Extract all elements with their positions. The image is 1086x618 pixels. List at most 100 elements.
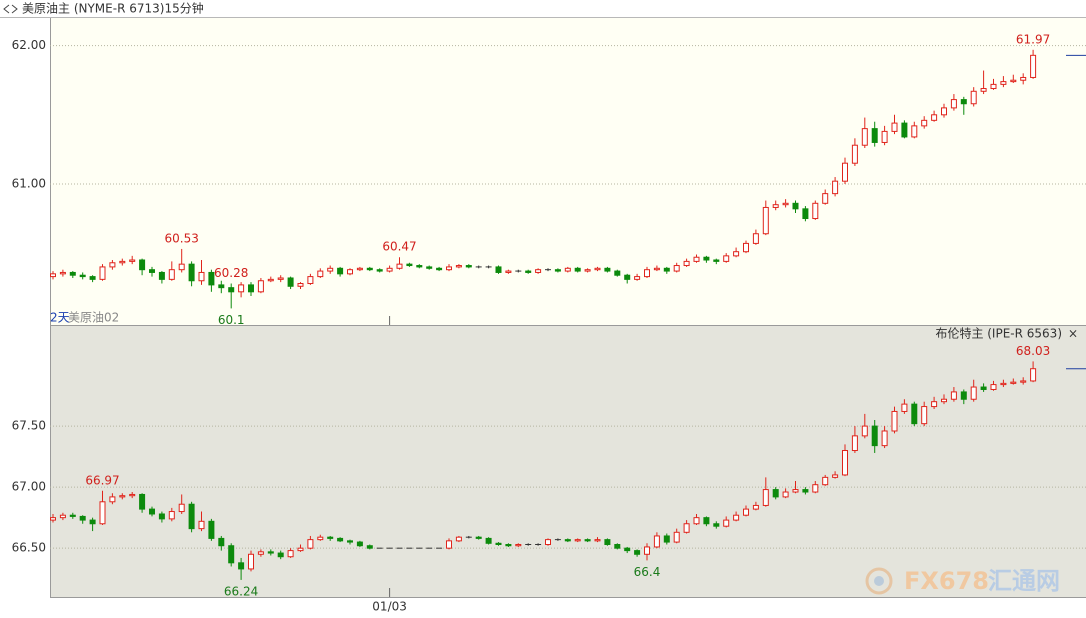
candle-body [772, 204, 779, 208]
candle-body [347, 269, 353, 275]
candle-body [525, 270, 532, 273]
bottom-panel [50, 326, 1086, 597]
candle-body [634, 550, 641, 555]
candle-body [683, 523, 690, 533]
candle-body [683, 260, 690, 267]
candle-body [832, 180, 839, 195]
candle-body [594, 539, 601, 542]
candle-body [851, 435, 858, 452]
candle-body [1010, 381, 1017, 384]
candle-body [703, 517, 710, 525]
candle-body [277, 552, 284, 558]
candle-body [931, 401, 938, 408]
candle-body [743, 242, 749, 253]
panel-title: 布伦特主 (IPE-R 6563) [935, 326, 1062, 341]
candle-body [69, 514, 76, 517]
candle-body [475, 536, 482, 539]
candle-body [822, 476, 829, 486]
candle-body [366, 267, 373, 271]
candle-body [109, 496, 116, 503]
candle-body [208, 271, 215, 286]
candle-body [228, 287, 235, 293]
candle-body [891, 122, 898, 132]
candle-body [99, 501, 106, 525]
candle-body [188, 503, 195, 530]
candle-body [307, 276, 314, 285]
candle-body [980, 386, 987, 390]
candle-body [149, 269, 155, 273]
candle-body [455, 265, 462, 268]
candle-body [139, 493, 146, 510]
header-icon [3, 4, 18, 14]
candle-body [752, 504, 759, 510]
candle-body [564, 539, 571, 542]
candle-body [861, 425, 868, 437]
candle-body [614, 544, 621, 549]
candle-body [970, 90, 977, 105]
candle-body [129, 493, 136, 497]
candle-body [79, 515, 86, 521]
candle-body [842, 162, 848, 182]
candle-body [396, 263, 403, 269]
candle-body [178, 503, 185, 513]
candle-body [297, 283, 304, 287]
candle-body [851, 144, 858, 164]
close-button[interactable]: × [1068, 327, 1078, 341]
low-label: 66.24 [224, 584, 258, 598]
candle-body [990, 384, 997, 390]
candle-body [257, 280, 264, 293]
candle-body [347, 540, 353, 543]
candle-body [69, 271, 76, 276]
candle-body [802, 489, 809, 493]
candle-body [327, 536, 334, 539]
chart-title: 美原油主 (NYME-R 6713)15分钟 [22, 1, 204, 16]
candle-body [248, 553, 254, 570]
candle-body [119, 495, 126, 498]
candle-body [198, 271, 205, 282]
candle-body [257, 551, 264, 555]
candle-body [782, 202, 789, 206]
candle-body [485, 537, 492, 544]
candle-body [188, 263, 195, 282]
candle-body [1030, 368, 1037, 382]
candle-body [723, 519, 730, 527]
candle-body [50, 273, 56, 278]
candle-body [1020, 76, 1027, 81]
candle-body [782, 491, 789, 498]
watermark-name: 汇通网 [988, 567, 1060, 595]
candle-body [168, 269, 175, 280]
candle-body [911, 403, 918, 425]
candle-body [446, 540, 452, 549]
candle-body [881, 430, 888, 447]
candle-body [436, 267, 443, 271]
candle-body [644, 269, 650, 278]
candle-body [950, 391, 957, 400]
candle-body [248, 284, 254, 293]
candle-body [911, 125, 918, 138]
candle-body [574, 267, 581, 272]
candle-body [158, 513, 165, 520]
candle-body [703, 256, 710, 261]
candle-body [990, 83, 997, 90]
candle-body [465, 265, 472, 268]
candle-body [822, 193, 829, 204]
candle-body [535, 269, 542, 273]
watermark-brand: FX678 [904, 567, 989, 595]
candle-body [713, 259, 720, 262]
candle-body [89, 519, 96, 525]
candle-body [366, 545, 373, 549]
candle-body [416, 265, 423, 268]
candle-body [129, 259, 136, 262]
candle-body [317, 270, 324, 278]
candle-body [59, 514, 66, 519]
candle-body [178, 263, 185, 271]
candle-body [733, 514, 740, 521]
candle-body [812, 484, 819, 493]
candle-body [238, 284, 245, 293]
candle-body [772, 489, 779, 498]
candle-body [545, 539, 551, 546]
candle-body [624, 547, 631, 552]
candle-body [832, 474, 839, 478]
top-panel [50, 18, 1086, 325]
